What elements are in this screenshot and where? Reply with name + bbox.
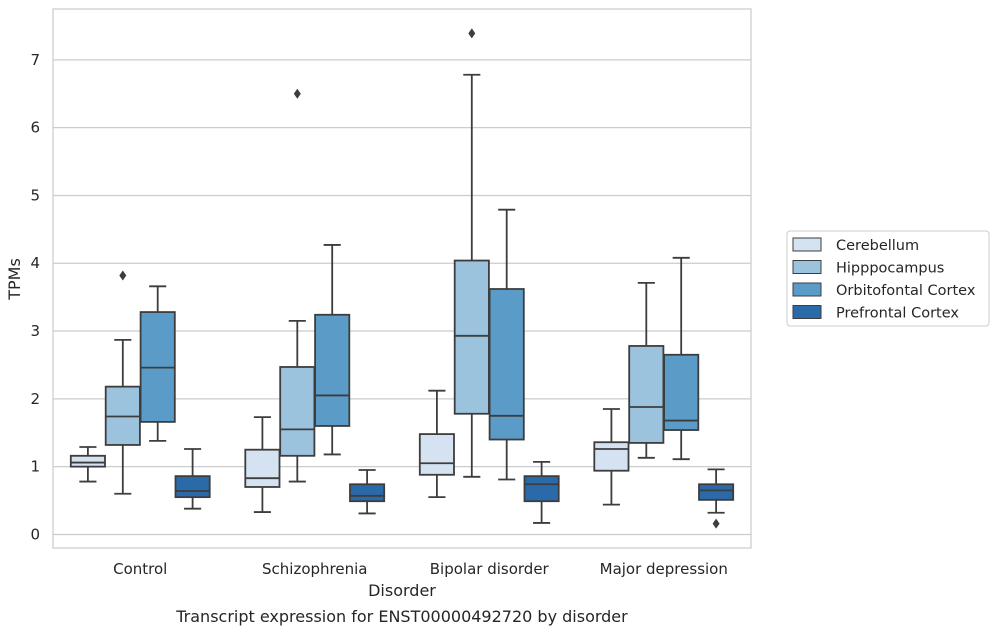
y-tick-label: 2: [30, 390, 40, 408]
y-tick-label: 7: [30, 51, 40, 69]
y-tick-label: 6: [30, 119, 40, 137]
box-hipppocampus: [279, 88, 316, 483]
legend-swatch: [792, 260, 822, 274]
outlier-point: [712, 518, 720, 529]
legend-entry-label: Hipppocampus: [836, 261, 944, 277]
x-tick-label: Bipolar disorder: [430, 560, 550, 578]
box-orbitofontal-cortex: [139, 285, 176, 442]
legend-swatch: [792, 237, 822, 252]
outlier-point: [468, 28, 476, 39]
x-axis-ticks: Control Schizophrenia Bipolar disorder Majo…: [113, 560, 728, 578]
legend-entry-label: Prefrontal Cortex: [836, 306, 959, 322]
box-iqr: [488, 288, 525, 441]
box-orbitofontal-cortex: [314, 244, 351, 456]
legend-frame: [786, 230, 990, 327]
x-tick-label: Schizophrenia: [262, 560, 367, 578]
legend-swatch: [792, 282, 822, 297]
box-prefrontal-cortex: [698, 468, 735, 529]
box-iqr: [698, 483, 735, 501]
legend-entry-label: Cerebellum: [836, 238, 919, 254]
box-iqr: [418, 433, 455, 476]
outlier-point: [119, 270, 127, 281]
box-cerebellum: [593, 408, 630, 506]
box-hipppocampus: [628, 282, 665, 459]
x-tick-label: Major depression: [600, 560, 728, 578]
y-tick-label: 3: [30, 322, 40, 340]
y-tick-label: 5: [30, 186, 40, 204]
box-cerebellum: [418, 389, 455, 499]
box-iqr: [628, 345, 665, 444]
box-prefrontal-cortex: [349, 469, 386, 515]
box-prefrontal-cortex: [523, 460, 560, 524]
box-iqr: [69, 454, 106, 468]
y-axis-ticks: 0 1 2 3 4 5 6 7: [30, 51, 40, 544]
box-orbitofontal-cortex: [663, 256, 700, 461]
box-hipppocampus: [104, 270, 141, 495]
y-tick-label: 4: [30, 254, 40, 272]
box-cerebellum: [244, 416, 281, 513]
y-tick-label: 1: [30, 458, 40, 476]
box-iqr: [314, 313, 351, 427]
boxes-layer: [69, 28, 735, 529]
box-iqr: [523, 475, 560, 503]
x-tick-label: Control: [113, 560, 167, 578]
box-iqr: [453, 259, 490, 415]
x-axis-label: Disorder: [368, 581, 436, 600]
box-iqr: [349, 483, 386, 503]
chart-title: Transcript expression for ENST0000049272…: [175, 607, 628, 626]
box-iqr: [244, 448, 281, 488]
box-cerebellum: [69, 446, 106, 483]
legend-swatch: [792, 305, 822, 319]
box-iqr: [663, 353, 700, 431]
outlier-point: [293, 88, 301, 99]
legend-entry-label: Orbitofontal Cortex: [836, 283, 976, 299]
legend: Cerebellum Hipppocampus Orbitofontal Corte…: [786, 230, 990, 327]
box-iqr: [593, 441, 630, 472]
box-hipppocampus: [453, 28, 490, 478]
box-iqr: [279, 366, 316, 457]
y-axis-label: TPMs: [5, 258, 24, 301]
box-iqr: [174, 475, 211, 499]
box-orbitofontal-cortex: [488, 208, 525, 481]
plot-area-frame: [52, 8, 752, 549]
box-prefrontal-cortex: [174, 448, 211, 510]
y-tick-label: 0: [30, 525, 40, 543]
